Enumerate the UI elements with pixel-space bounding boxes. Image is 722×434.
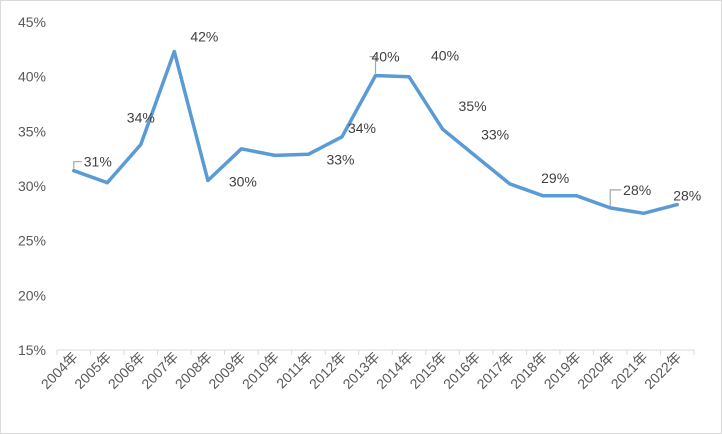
y-tick-label: 45% (18, 14, 46, 30)
data-point (407, 75, 411, 79)
y-tick-label: 40% (18, 69, 46, 85)
data-point (306, 152, 310, 156)
y-tick-label: 35% (18, 123, 46, 139)
data-point (239, 147, 243, 151)
x-tick-label: 2019年 (541, 349, 584, 392)
data-label: 29% (541, 170, 569, 186)
data-label: 34% (348, 120, 376, 136)
y-tick-label: 30% (18, 178, 46, 194)
x-tick-label: 2017年 (473, 349, 516, 392)
x-tick-label: 2013年 (339, 349, 382, 392)
data-label: 28% (673, 188, 701, 204)
x-tick-label: 2021年 (608, 349, 651, 392)
data-point (608, 206, 612, 210)
data-label: 33% (481, 126, 509, 142)
data-point (441, 127, 445, 131)
data-label-leader (369, 56, 377, 74)
data-point (508, 182, 512, 186)
data-point (575, 194, 579, 198)
x-tick-label: 2022年 (641, 349, 684, 392)
data-point (139, 142, 143, 146)
data-point (105, 181, 109, 185)
x-tick-label: 2009年 (205, 349, 248, 392)
data-label: 30% (229, 174, 257, 190)
y-tick-label: 25% (18, 233, 46, 249)
data-label: 31% (84, 154, 112, 170)
data-label: 40% (372, 49, 400, 65)
data-label: 34% (127, 109, 155, 125)
x-tick-label: 2020年 (574, 349, 617, 392)
data-point (206, 179, 210, 183)
data-label: 28% (623, 182, 651, 198)
data-label: 35% (459, 98, 487, 114)
x-tick-label: 2006年 (105, 349, 148, 392)
x-tick-label: 2010年 (239, 349, 282, 392)
x-tick-label: 2012年 (306, 349, 349, 392)
data-label-leader (73, 161, 82, 169)
x-tick-label: 2007年 (138, 349, 181, 392)
data-point (172, 50, 176, 54)
data-point (675, 203, 679, 207)
data-point (273, 153, 277, 157)
y-tick-label: 15% (18, 342, 46, 358)
x-tick-label: 2015年 (406, 349, 449, 392)
data-label: 40% (431, 48, 459, 64)
x-tick-label: 2018年 (507, 349, 550, 392)
data-label-leader (609, 189, 622, 206)
y-tick-label: 20% (18, 287, 46, 303)
data-point (374, 74, 377, 78)
data-point (72, 169, 76, 173)
x-tick-label: 2005年 (71, 349, 114, 392)
data-label: 33% (326, 151, 354, 167)
x-tick-label: 2014年 (373, 349, 416, 392)
x-tick-label: 2016年 (440, 349, 483, 392)
data-point (340, 135, 344, 139)
data-point (541, 194, 545, 198)
data-point (642, 211, 646, 215)
data-label: 42% (190, 29, 218, 45)
data-point (474, 154, 478, 158)
x-tick-label: 2008年 (172, 349, 215, 392)
